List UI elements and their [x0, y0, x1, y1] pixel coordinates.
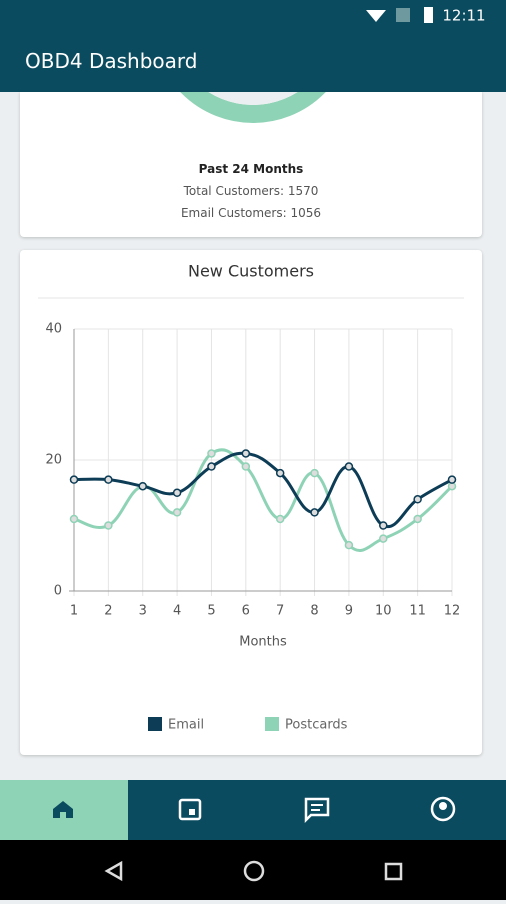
x-tick-label: 4 [173, 604, 181, 619]
point [138, 481, 147, 491]
calendar-icon[interactable] [178, 798, 202, 821]
x-tick-label: 11 [409, 604, 426, 619]
clock: 12:11 [442, 7, 485, 25]
y-tick-label: 40 [45, 322, 62, 337]
point [310, 468, 319, 478]
x-tick-label: 12 [444, 604, 461, 619]
total: Total Customers: 1570 [183, 184, 319, 198]
point [172, 488, 182, 497]
x-axis-label: Months [239, 635, 287, 650]
x-tick-label: 1 [70, 604, 78, 619]
point [413, 514, 422, 524]
y-tick-label: 0 [54, 584, 62, 599]
system-nav-icons [104, 860, 403, 882]
x-tick-label: 3 [139, 604, 147, 619]
point [69, 475, 79, 484]
status-icons: 12:11 [366, 7, 486, 25]
x-tick-label: 8 [310, 604, 318, 619]
point [69, 514, 79, 524]
account-icon[interactable] [430, 796, 456, 822]
point [275, 468, 285, 478]
home-button[interactable] [243, 860, 265, 882]
back-button[interactable] [104, 860, 123, 882]
chart-card: New Customers Months 0 20 40 1 2 3 4 5 6 7 8 9 10 11 1… [20, 250, 482, 755]
legend-swatch [265, 717, 279, 731]
x-tick-label: 2 [104, 604, 112, 619]
summary-card: Past 24 Months Total Customers: 1570 Ema… [20, 92, 482, 237]
home-icon[interactable] [53, 801, 73, 818]
system-nav [0, 840, 506, 900]
period: Past 24 Months [198, 162, 304, 176]
point [104, 521, 113, 530]
series-line [73, 451, 453, 529]
point [172, 508, 182, 517]
x-tick-label: 7 [276, 604, 284, 619]
y-tick-label: 20 [45, 453, 62, 468]
email-count: Email Customers: 1056 [180, 206, 322, 220]
point [379, 534, 388, 543]
donut [180, 92, 326, 123]
message-icon[interactable] [304, 797, 330, 824]
point [275, 514, 285, 524]
nav-icons [0, 780, 456, 840]
series-line [73, 448, 454, 552]
recents-button[interactable] [384, 862, 403, 881]
legend-swatch [148, 717, 162, 731]
point [310, 508, 319, 517]
point [413, 495, 422, 504]
bottom-nav [0, 780, 506, 840]
point [447, 475, 457, 484]
app-title: OBD4 Dashboard [25, 49, 198, 73]
point [241, 449, 251, 458]
point [379, 521, 388, 530]
point [344, 462, 354, 471]
x-tick-label: 6 [242, 604, 250, 619]
point [207, 449, 216, 458]
legend-label: Postcards [285, 718, 348, 733]
status-bar: 12:11 [0, 0, 506, 30]
chart-title: New Customers [188, 262, 314, 281]
point [104, 475, 113, 484]
x-tick-label: 9 [345, 604, 353, 619]
legend-label: Email [168, 718, 204, 733]
point [207, 462, 216, 471]
x-tick-label: 10 [375, 604, 392, 619]
x-tick-label: 5 [207, 604, 215, 619]
app-bar: OBD4 Dashboard [0, 30, 506, 92]
point [241, 462, 251, 471]
point [344, 540, 354, 550]
